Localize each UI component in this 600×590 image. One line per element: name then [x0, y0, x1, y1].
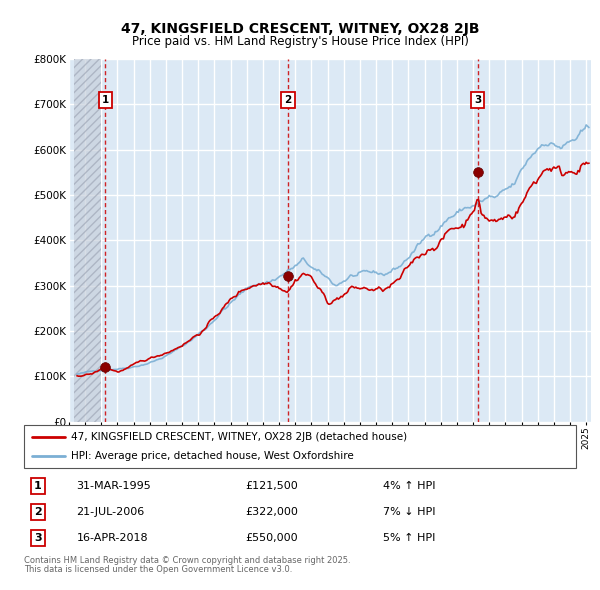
Text: 2: 2 — [34, 507, 41, 517]
Text: HPI: Average price, detached house, West Oxfordshire: HPI: Average price, detached house, West… — [71, 451, 353, 461]
Text: 7% ↓ HPI: 7% ↓ HPI — [383, 507, 436, 517]
Text: £550,000: £550,000 — [245, 533, 298, 543]
Text: 3: 3 — [34, 533, 41, 543]
Text: 16-APR-2018: 16-APR-2018 — [76, 533, 148, 543]
Text: 47, KINGSFIELD CRESCENT, WITNEY, OX28 2JB: 47, KINGSFIELD CRESCENT, WITNEY, OX28 2J… — [121, 22, 479, 37]
Text: 31-MAR-1995: 31-MAR-1995 — [76, 481, 151, 491]
FancyBboxPatch shape — [24, 425, 576, 468]
Bar — [74, 59, 101, 422]
Text: 4% ↑ HPI: 4% ↑ HPI — [383, 481, 436, 491]
Text: 1: 1 — [102, 95, 109, 105]
Text: Price paid vs. HM Land Registry's House Price Index (HPI): Price paid vs. HM Land Registry's House … — [131, 35, 469, 48]
Text: 5% ↑ HPI: 5% ↑ HPI — [383, 533, 435, 543]
Text: £322,000: £322,000 — [245, 507, 298, 517]
Text: Contains HM Land Registry data © Crown copyright and database right 2025.: Contains HM Land Registry data © Crown c… — [24, 556, 350, 565]
Text: 2: 2 — [284, 95, 292, 105]
Text: 21-JUL-2006: 21-JUL-2006 — [76, 507, 145, 517]
Text: This data is licensed under the Open Government Licence v3.0.: This data is licensed under the Open Gov… — [24, 565, 292, 573]
Text: 47, KINGSFIELD CRESCENT, WITNEY, OX28 2JB (detached house): 47, KINGSFIELD CRESCENT, WITNEY, OX28 2J… — [71, 432, 407, 442]
Text: £121,500: £121,500 — [245, 481, 298, 491]
Text: 3: 3 — [474, 95, 481, 105]
Text: 1: 1 — [34, 481, 41, 491]
